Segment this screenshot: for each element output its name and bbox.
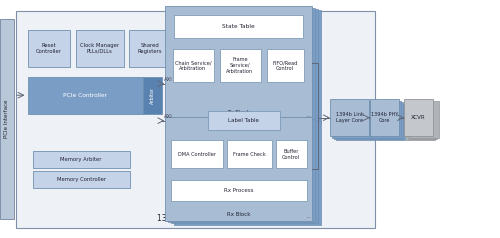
Text: Rx Process: Rx Process (224, 188, 254, 193)
Bar (0, 19, 14, 219)
Bar (220, 49, 260, 82)
Bar (174, 121, 321, 225)
Bar (370, 99, 399, 136)
Bar (76, 30, 124, 67)
Text: Memory Controller: Memory Controller (56, 177, 106, 182)
Bar (171, 140, 222, 168)
Text: Clock Manager
PLLs/DLLs: Clock Manager PLLs/DLLs (80, 43, 120, 54)
Text: Reset
Controller: Reset Controller (36, 43, 62, 54)
Text: Frame
Service/
Arbitration: Frame Service/ Arbitration (226, 57, 254, 74)
Text: State Table: State Table (222, 24, 255, 29)
Text: AXI: AXI (164, 114, 173, 119)
Bar (129, 30, 172, 67)
Bar (172, 49, 214, 82)
Bar (404, 99, 433, 136)
Bar (16, 11, 375, 228)
Text: Frame Check: Frame Check (232, 152, 266, 157)
Bar (332, 101, 371, 138)
Text: Tx Block: Tx Block (227, 110, 250, 115)
Bar (410, 101, 439, 138)
Text: Buffer
Control: Buffer Control (282, 149, 300, 159)
Bar (168, 8, 315, 121)
Bar (372, 101, 401, 138)
Text: Chain Service/
Arbitration: Chain Service/ Arbitration (175, 60, 211, 71)
Bar (374, 102, 403, 139)
Bar (170, 9, 318, 122)
Bar (336, 104, 375, 140)
Text: Rx Block: Rx Block (226, 212, 250, 217)
Bar (406, 104, 435, 140)
Text: ...: ... (306, 214, 311, 219)
Text: 1394b AS5643 Core: 1394b AS5643 Core (158, 214, 234, 223)
Bar (376, 104, 405, 140)
Text: FIFO/Read
Control: FIFO/Read Control (272, 60, 298, 71)
Bar (174, 10, 321, 124)
Bar (408, 102, 437, 139)
Text: ...: ... (306, 113, 311, 118)
Text: AXI: AXI (164, 77, 173, 82)
Text: 1394b PHY
Core: 1394b PHY Core (371, 112, 398, 123)
Bar (168, 119, 315, 222)
Text: DMA Controller: DMA Controller (178, 152, 216, 157)
Bar (142, 77, 162, 114)
Text: Memory Arbiter: Memory Arbiter (60, 157, 102, 162)
Bar (266, 49, 304, 82)
Bar (171, 180, 307, 201)
Text: Label Table: Label Table (228, 118, 259, 123)
Bar (226, 140, 272, 168)
Bar (28, 77, 142, 114)
Bar (164, 117, 312, 221)
Bar (164, 6, 312, 119)
Text: Arbitor: Arbitor (150, 87, 154, 104)
Text: PCIe Controller: PCIe Controller (63, 93, 107, 98)
Text: XCVR: XCVR (411, 115, 426, 120)
Bar (32, 151, 130, 168)
Bar (276, 140, 306, 168)
Bar (334, 102, 373, 139)
Bar (208, 111, 280, 130)
Bar (170, 120, 318, 223)
Text: 1394b Link
Layer Core: 1394b Link Layer Core (336, 112, 363, 123)
Text: Shared
Registers: Shared Registers (138, 43, 162, 54)
Bar (174, 15, 303, 38)
Bar (32, 171, 130, 188)
Text: PCIe Interface: PCIe Interface (4, 100, 10, 138)
Bar (28, 30, 70, 67)
Bar (330, 99, 369, 136)
